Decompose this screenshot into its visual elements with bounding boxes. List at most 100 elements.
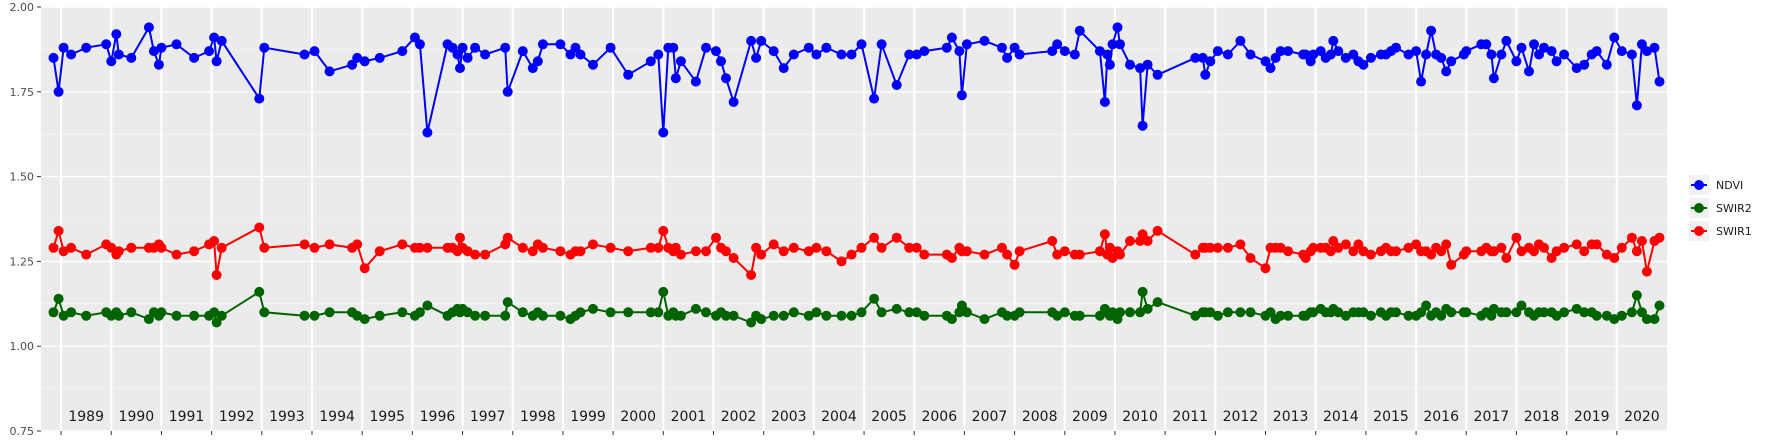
data-point-swir2 (803, 310, 814, 321)
data-point-swir1 (1059, 246, 1070, 257)
data-point-ndvi (1099, 97, 1110, 107)
year-label: 2010 (1122, 409, 1158, 425)
year-label: 2001 (671, 409, 707, 425)
year-label: 2014 (1323, 409, 1359, 425)
data-point-swir1 (555, 246, 566, 257)
data-point-swir1 (1260, 263, 1271, 274)
data-point-swir1 (211, 270, 222, 280)
data-point-ndvi (746, 35, 757, 46)
data-point-swir2 (1616, 310, 1627, 321)
data-point-ndvi (517, 46, 528, 57)
data-point-swir2 (836, 310, 847, 321)
data-point-swir1 (1205, 242, 1216, 253)
data-point-swir1 (711, 232, 721, 243)
data-point-swir2 (653, 307, 664, 318)
data-point-ndvi (1631, 100, 1642, 111)
year-label: 2016 (1423, 409, 1459, 425)
data-point-swir2 (658, 286, 669, 297)
data-point-swir1 (1403, 242, 1414, 253)
data-point-swir1 (1245, 253, 1256, 263)
data-point-ndvi (1601, 59, 1612, 70)
data-point-swir1 (259, 242, 270, 253)
data-point-swir1 (352, 239, 363, 250)
data-point-ndvi (1551, 56, 1562, 67)
data-point-swir1 (1275, 242, 1286, 253)
data-point-swir2 (575, 307, 586, 318)
data-point-ndvi (623, 69, 634, 80)
y-tick-label: 2.00 (10, 1, 35, 14)
data-point-swir1 (480, 249, 491, 260)
data-point-swir1 (1496, 242, 1507, 253)
data-point-swir2 (81, 310, 92, 321)
data-point-swir2 (588, 303, 598, 314)
data-point-ndvi (701, 42, 711, 53)
year-label: 2000 (620, 409, 656, 425)
data-point-ndvi (1002, 52, 1013, 63)
data-point-swir2 (1559, 307, 1570, 318)
data-point-ndvi (48, 52, 59, 63)
data-point-swir2 (1205, 307, 1216, 318)
data-point-swir1 (53, 225, 64, 236)
data-point-ndvi (1328, 35, 1339, 46)
data-point-ndvi (911, 49, 922, 60)
data-point-ndvi (455, 63, 465, 74)
data-point-swir2 (309, 310, 320, 321)
data-point-swir2 (48, 307, 59, 318)
data-point-ndvi (711, 46, 721, 57)
data-point-swir2 (1142, 303, 1153, 314)
series-layer (48, 22, 1665, 328)
data-point-ndvi (1591, 46, 1602, 57)
data-point-swir1 (1551, 246, 1562, 257)
data-point-ndvi (1391, 42, 1401, 53)
y-axis: 0.75 1.00 1.25 1.50 1.75 2.00 (10, 1, 41, 438)
y-tick-label: 1.50 (10, 171, 35, 184)
data-point-swir1 (126, 242, 137, 253)
data-point-swir1 (502, 232, 513, 243)
data-point-ndvi (1571, 63, 1582, 74)
data-point-ndvi (259, 42, 270, 53)
data-point-swir2 (846, 310, 857, 321)
data-point-swir2 (1014, 307, 1025, 318)
data-point-swir1 (1325, 246, 1336, 257)
data-point-ndvi (347, 59, 358, 70)
data-point-ndvi (1616, 46, 1627, 57)
data-point-swir2 (1135, 307, 1146, 318)
data-point-ndvi (821, 42, 832, 53)
year-label: 2005 (871, 409, 907, 425)
year-label: 2018 (1524, 409, 1560, 425)
data-point-swir1 (997, 242, 1007, 253)
data-point-ndvi (1107, 39, 1118, 50)
data-point-swir2 (1222, 307, 1233, 318)
data-point-ndvi (1125, 59, 1135, 70)
data-point-ndvi (803, 42, 814, 53)
data-point-ndvi (209, 32, 220, 43)
data-point-ndvi (1142, 59, 1153, 70)
data-point-ndvi (1486, 49, 1497, 60)
year-label: 2006 (921, 409, 957, 425)
data-point-swir1 (359, 263, 370, 274)
data-point-ndvi (1197, 52, 1208, 63)
data-point-swir1 (961, 246, 972, 257)
year-label: 1993 (269, 409, 305, 425)
data-point-ndvi (1446, 56, 1457, 67)
data-point-swir1 (1559, 242, 1570, 253)
data-point-ndvi (961, 39, 972, 50)
data-point-ndvi (1115, 39, 1125, 50)
data-point-swir1 (946, 253, 957, 263)
data-point-ndvi (1441, 66, 1452, 77)
data-point-swir2 (422, 300, 433, 311)
year-label: 2009 (1072, 409, 1108, 425)
data-point-swir1 (1222, 242, 1233, 253)
data-point-swir1 (1348, 246, 1359, 257)
data-point-swir1 (1571, 239, 1582, 250)
data-point-ndvi (788, 49, 799, 60)
data-point-swir1 (1365, 249, 1376, 260)
data-point-ndvi (1340, 52, 1351, 63)
data-point-ndvi (1516, 42, 1527, 53)
data-point-swir1 (1047, 236, 1058, 246)
data-point-ndvi (605, 42, 616, 53)
data-point-swir1 (1636, 236, 1647, 246)
data-point-ndvi (211, 56, 222, 67)
data-point-swir2 (1212, 310, 1223, 321)
year-label: 2017 (1474, 409, 1510, 425)
